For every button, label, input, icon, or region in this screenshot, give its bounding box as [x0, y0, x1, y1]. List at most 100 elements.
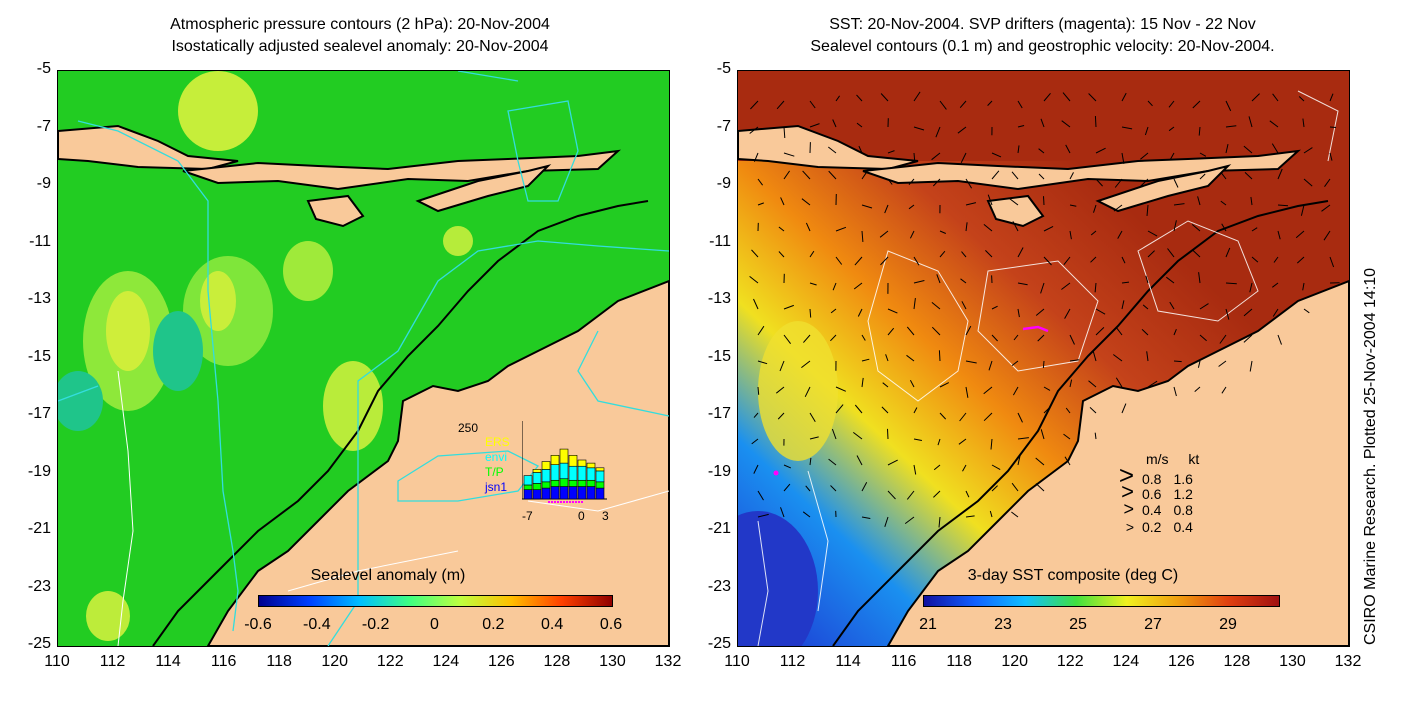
velocity-arrow [1115, 377, 1123, 388]
velocity-arrow [828, 458, 837, 466]
right-y-tick-label: -21 [707, 520, 731, 537]
velocity-arrow [1094, 282, 1097, 293]
velocity-arrow [757, 178, 764, 186]
velocity-arrow [1243, 145, 1253, 154]
velocity-arrow [775, 386, 785, 394]
velocity-arrow [879, 230, 889, 238]
anomaly-patch [106, 291, 150, 371]
anomaly-patch [200, 271, 236, 331]
left-x-tick-label: 128 [543, 653, 571, 670]
velocity-arrow [1324, 178, 1331, 187]
inset-bar [586, 486, 596, 500]
velocity-arrow [1199, 303, 1209, 310]
velocity-arrow [991, 334, 998, 342]
velocity-arrow [1323, 230, 1331, 241]
right-y-tick-label: -9 [716, 175, 731, 192]
velocity-arrow [1094, 432, 1097, 440]
velocity-arrow [1121, 152, 1125, 164]
velocity-arrow [757, 490, 764, 501]
velocity-arrow [1192, 100, 1201, 109]
velocity-arrow [1225, 143, 1229, 154]
velocity-arrow [1069, 359, 1080, 362]
velocity-arrow [854, 256, 863, 266]
velocity-arrow [750, 100, 759, 110]
velocity-legend-unit-ms: m/s [1146, 451, 1169, 467]
velocity-arrow [1302, 118, 1305, 128]
inset-bar [532, 483, 542, 490]
sst-cold-patch [738, 511, 818, 646]
right-x-tick-label: 114 [835, 653, 861, 670]
inset-bar [523, 484, 533, 490]
velocity-arrow [1295, 230, 1305, 239]
velocity-arrow [1272, 93, 1279, 102]
velocity-arrow [753, 464, 759, 474]
velocity-arrow [965, 386, 969, 398]
velocity-arrow [783, 334, 791, 345]
right-x-tick-label: 122 [1056, 653, 1084, 670]
inset-bar [577, 486, 587, 500]
velocity-arrow [909, 230, 915, 239]
velocity-arrow [1273, 256, 1279, 263]
velocity-arrow [856, 94, 863, 102]
velocity-legend-ms: 0.8 [1142, 471, 1162, 487]
velocity-arrow [1243, 334, 1253, 343]
velocity-arrow [852, 432, 863, 440]
inset-bar [568, 465, 578, 481]
inset-date-mark [572, 501, 574, 503]
velocity-arrow [931, 152, 941, 161]
velocity-legend-ms: 0.6 [1142, 486, 1162, 502]
velocity-arrow [991, 170, 1000, 180]
left-y-tick-label: -7 [36, 117, 51, 135]
shelf-contour [832, 200, 1329, 646]
velocity-arrow [938, 516, 941, 528]
colorbar-tick-label: 0.2 [482, 616, 505, 633]
velocity-arrow [1061, 120, 1071, 128]
altimeter-inset: 250 ERS envi T/P jsn1 -7 0 3 [458, 421, 618, 531]
velocity-arrow [1168, 126, 1175, 132]
velocity-arrow [1061, 282, 1071, 290]
velocity-arrow [1092, 350, 1097, 362]
velocity-arrow [1269, 120, 1279, 128]
velocity-arrow [1303, 147, 1313, 154]
inset-bar [595, 487, 605, 500]
sealevel-contour [1137, 220, 1259, 322]
velocity-arrow [1043, 196, 1045, 206]
velocity-arrow [1069, 230, 1072, 240]
velocity-arrow [1017, 308, 1020, 318]
inset-bar [541, 481, 551, 489]
velocity-arrow [809, 100, 816, 109]
velocity-arrow [1173, 329, 1177, 336]
pressure-contour [457, 71, 519, 82]
velocity-arrow [1220, 200, 1227, 206]
velocity-arrow [1144, 126, 1149, 136]
velocity-arrow [749, 126, 759, 134]
anomaly-patches [58, 71, 473, 641]
velocity-arrow [1173, 203, 1185, 206]
velocity-arrow [965, 490, 970, 498]
velocity-legend-kt: 0.8 [1173, 502, 1193, 518]
velocity-arrow [965, 325, 972, 336]
inset-histogram [522, 421, 607, 503]
inset-date-mark [563, 501, 565, 503]
right-x-tick-label: 110 [724, 653, 750, 670]
velocity-arrow [983, 412, 993, 422]
velocity-arrow [1221, 386, 1227, 394]
velocity-arrow [983, 224, 993, 232]
right-y-tick-label: -13 [707, 290, 731, 307]
velocity-arrow [989, 510, 993, 518]
velocity-arrow [861, 334, 866, 341]
velocity-arrow [1063, 256, 1071, 266]
velocity-arrow [1069, 204, 1077, 207]
velocity-arrow [1147, 250, 1155, 258]
velocity-arrow [965, 202, 977, 206]
velocity-arrow [960, 152, 967, 164]
inset-bar [577, 459, 587, 467]
velocity-arrow [1146, 351, 1149, 362]
left-x-tick-label: 110 [44, 653, 70, 670]
right-y-tick-label: -23 [707, 577, 731, 595]
velocity-arrow [1065, 144, 1071, 154]
pressure-contour [77, 120, 239, 632]
colorbar-tick-label: 25 [1069, 616, 1087, 633]
island-java [738, 124, 919, 171]
velocity-arrow [861, 377, 864, 388]
